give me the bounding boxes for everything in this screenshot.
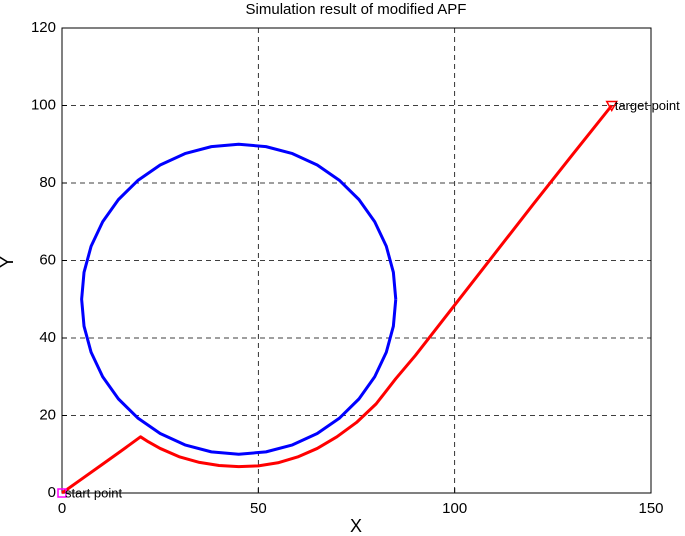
y-tick-label: 120 xyxy=(31,19,56,36)
y-axis-label: Y xyxy=(0,256,17,268)
axes-box xyxy=(61,27,652,494)
y-tick-label: 60 xyxy=(39,251,56,268)
start-marker xyxy=(57,488,67,498)
series-line xyxy=(61,104,613,495)
x-tick-label: 150 xyxy=(638,500,663,517)
y-tick-label: 20 xyxy=(39,406,56,423)
y-tick-label: 80 xyxy=(39,174,56,191)
x-axis-label: X xyxy=(350,516,362,536)
x-tick-label: 50 xyxy=(250,500,267,517)
annotation: target point xyxy=(615,98,680,113)
y-tick-label: 0 xyxy=(48,484,56,501)
x-tick-label: 100 xyxy=(442,500,467,517)
x-tick-label: 0 xyxy=(58,500,66,517)
y-tick-label: 100 xyxy=(31,96,56,113)
target-marker xyxy=(605,100,619,113)
chart-title: Simulation result of modified APF xyxy=(246,1,467,18)
annotation: start point xyxy=(65,485,122,500)
y-tick-label: 40 xyxy=(39,329,56,346)
series-line xyxy=(80,142,398,456)
